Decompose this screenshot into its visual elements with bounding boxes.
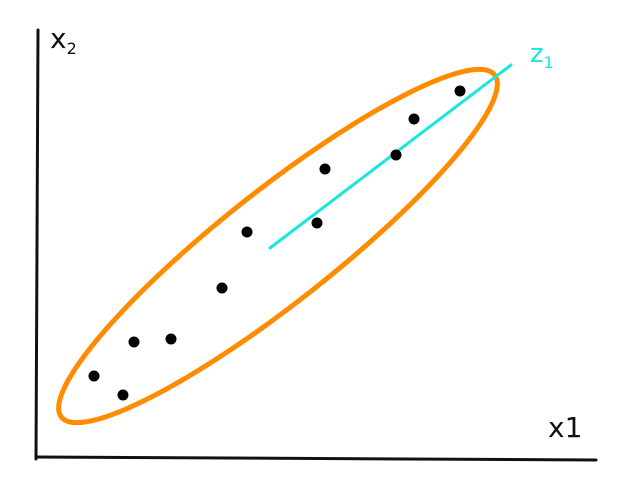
y-axis-label-subscript: 2 [67,39,77,58]
data-point-2 [117,389,129,401]
data-ellipse [56,66,500,426]
data-point-9 [390,149,402,161]
data-point-3 [128,336,140,348]
data-point-10 [408,113,420,125]
y-axis [34,28,40,461]
component-label-main: z [530,39,544,69]
y-axis-label: x2 [50,22,77,58]
data-point-1 [88,370,100,382]
data-point-7 [311,217,323,229]
data-point-8 [319,163,331,175]
data-point-6 [241,226,253,238]
data-point-5 [216,282,228,294]
y-axis-label-main: x [50,22,67,55]
x-axis-label: x1 [548,411,582,444]
principal-component-line [268,63,513,250]
component-label: z1 [530,39,554,72]
data-point-4 [165,333,177,345]
data-point-11 [454,85,466,97]
component-label-subscript: 1 [544,53,554,72]
x-axis [34,455,598,462]
data-points [88,85,466,401]
